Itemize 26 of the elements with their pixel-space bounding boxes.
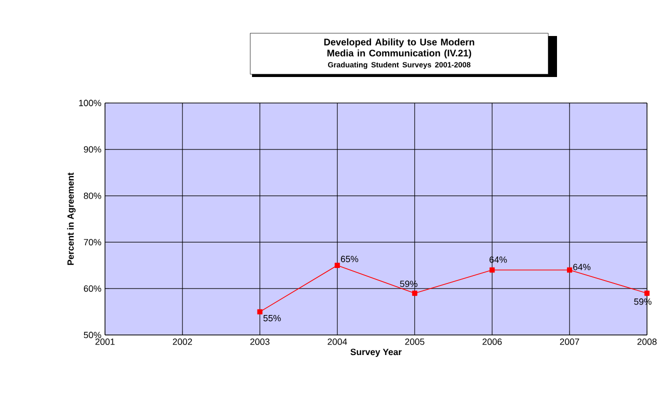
point — [644, 290, 650, 296]
x-tick-label: 2008 — [637, 338, 657, 345]
x-tick-label: 2001 — [95, 338, 115, 345]
x-axis-title: Survey Year — [350, 348, 402, 357]
point — [412, 290, 418, 296]
x-tick-label: 2007 — [560, 338, 580, 345]
y-axis-title: Percent in Agreement — [67, 172, 76, 265]
x-tick-label: 2005 — [405, 338, 424, 345]
data-label: 55% — [263, 314, 281, 322]
point — [257, 309, 262, 314]
y-tick-label: 50% — [84, 332, 102, 338]
point — [334, 262, 340, 268]
chart-title: Developed Ability to Use Modern Media in Communication (IV.21) — [324, 38, 474, 58]
y-tick-label: 80% — [84, 192, 102, 199]
x-tick-label: 2002 — [172, 338, 192, 345]
y-tick-label: 100% — [79, 100, 102, 106]
data-label: 64% — [573, 264, 590, 270]
x-tick-label: 2004 — [328, 338, 348, 345]
y-tick-label: 70% — [84, 239, 102, 246]
point — [566, 267, 572, 273]
data-label: 65% — [340, 256, 358, 262]
x-tick-label: 2006 — [482, 338, 502, 345]
point — [490, 267, 495, 273]
y-tick-label: 60% — [84, 285, 102, 292]
x-tick-label: 2003 — [250, 338, 270, 345]
y-tick-label: 90% — [84, 146, 102, 153]
